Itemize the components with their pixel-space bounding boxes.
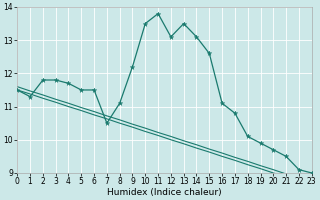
X-axis label: Humidex (Indice chaleur): Humidex (Indice chaleur) (107, 188, 222, 197)
